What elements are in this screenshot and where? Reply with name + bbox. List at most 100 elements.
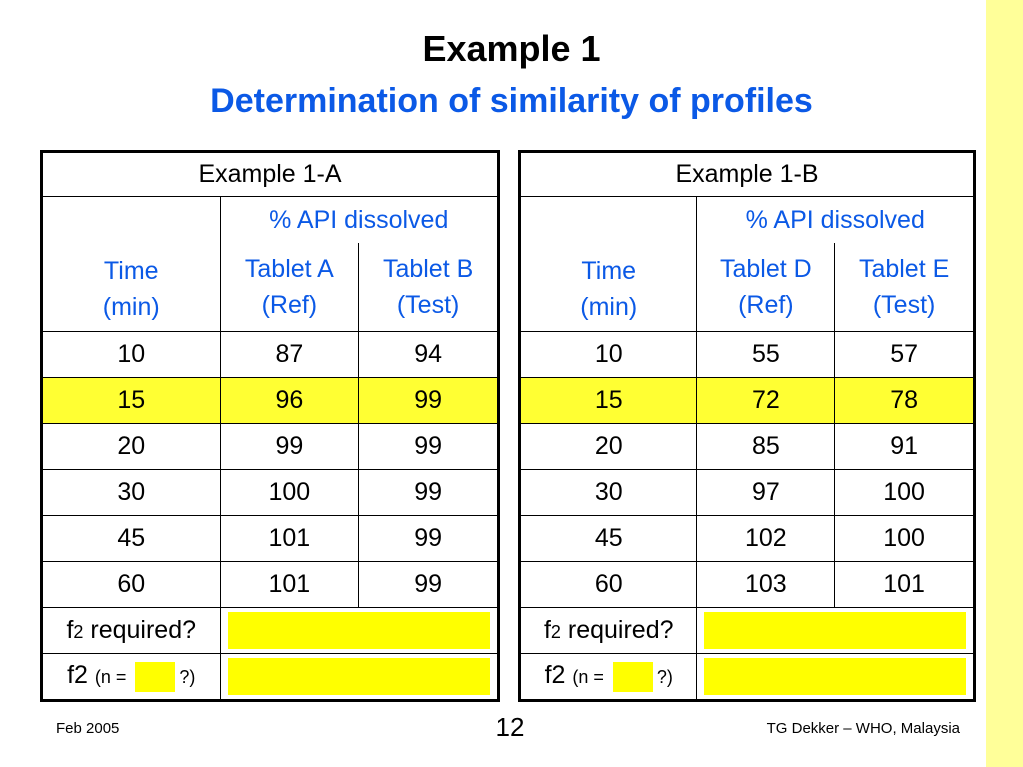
time-cell: 30 xyxy=(518,469,698,516)
n-open-text: (n = xyxy=(572,667,609,688)
time-cell: 20 xyxy=(518,423,698,470)
test-cell: 94 xyxy=(358,331,499,378)
answer-blank xyxy=(704,612,967,649)
f2-symbol: f xyxy=(543,616,551,644)
table-row: 15 72 78 xyxy=(518,377,975,424)
time-label: Time xyxy=(103,257,159,285)
n-blank xyxy=(135,661,176,692)
time-unit: (min) xyxy=(580,293,638,321)
ref-cell: 87 xyxy=(219,331,360,378)
f2-required-label: f2 required? xyxy=(518,607,698,654)
f2-value-label: f2 (n = ?) xyxy=(41,653,221,701)
f2-value-answer xyxy=(219,653,499,701)
ref-cell: 102 xyxy=(696,515,836,562)
page-number: 12 xyxy=(495,712,525,742)
ref-cell: 72 xyxy=(696,377,836,424)
table-example-1a: Example 1-A Time (min) % API dissolved T… xyxy=(40,150,500,702)
f2-required-row: f2 required? xyxy=(41,607,499,654)
ref-cell: 96 xyxy=(219,377,360,424)
f2-value-row: f2 (n = ?) xyxy=(41,653,499,701)
ref-cell: 85 xyxy=(696,423,836,470)
required-text: required? xyxy=(560,616,674,644)
ref-sub: (Ref) xyxy=(261,291,318,320)
ref-cell: 101 xyxy=(219,561,360,608)
f2-subscript: 2 xyxy=(550,622,561,642)
f2-value-label: f2 (n = ?) xyxy=(518,653,698,701)
test-cell: 99 xyxy=(358,377,499,424)
f2-required-label: f2 required? xyxy=(41,607,221,654)
time-cell: 10 xyxy=(518,331,698,378)
f2-symbol: f xyxy=(544,661,552,690)
table-row: 60 103 101 xyxy=(518,561,975,608)
answer-blank xyxy=(227,612,490,649)
table-row: 10 87 94 xyxy=(41,331,499,378)
f2-subscript: 2 xyxy=(73,622,84,642)
table-row: 20 99 99 xyxy=(41,423,499,470)
table-header: Example 1-A xyxy=(41,151,499,197)
answer-blank xyxy=(704,658,967,695)
table-row: 15 96 99 xyxy=(41,377,499,424)
test-header: Tablet E (Test) xyxy=(834,243,975,333)
f2-required-answer xyxy=(219,607,499,654)
f2-subscript: 2 xyxy=(551,661,566,690)
f2-subscript: 2 xyxy=(74,661,88,690)
footer-date: Feb 2005 xyxy=(56,720,120,737)
table-example-1b: Example 1-B Time (min) % API dissolved T… xyxy=(518,150,976,702)
time-cell: 15 xyxy=(41,377,221,424)
f2-symbol: f xyxy=(67,661,75,690)
time-cell: 20 xyxy=(41,423,221,470)
time-cell: 60 xyxy=(518,561,698,608)
ref-header: Tablet D (Ref) xyxy=(696,243,836,333)
table-header: Example 1-B xyxy=(519,151,975,197)
time-cell: 15 xyxy=(518,377,698,424)
test-cell: 78 xyxy=(834,377,975,424)
test-label: Tablet E xyxy=(858,255,950,284)
slide-title: Example 1 xyxy=(422,28,601,69)
test-sub: (Test) xyxy=(872,291,936,320)
table-row: 45 101 99 xyxy=(41,515,499,562)
test-cell: 100 xyxy=(834,469,975,516)
n-close-text: ?) xyxy=(656,667,673,688)
time-cell: 45 xyxy=(41,515,221,562)
test-sub: (Test) xyxy=(396,291,460,320)
time-cell: 45 xyxy=(518,515,698,562)
time-cell: 30 xyxy=(41,469,221,516)
ref-sub: (Ref) xyxy=(738,291,794,320)
n-open-text: (n = xyxy=(94,667,132,688)
footer-credit: TG Dekker – WHO, Malaysia xyxy=(766,720,960,737)
decorative-strip xyxy=(986,0,1023,767)
ref-cell: 97 xyxy=(696,469,836,516)
test-cell: 101 xyxy=(834,561,975,608)
ref-label: Tablet D xyxy=(720,255,812,284)
test-cell: 99 xyxy=(358,561,499,608)
n-close-text: ?) xyxy=(179,667,196,688)
table-row: 60 101 99 xyxy=(41,561,499,608)
test-cell: 91 xyxy=(834,423,975,470)
f2-symbol: f xyxy=(66,616,74,644)
table-row: 30 100 99 xyxy=(41,469,499,516)
n-blank xyxy=(612,661,653,692)
time-header: Time (min) xyxy=(41,196,221,332)
f2-value-answer xyxy=(696,653,975,701)
time-header: Time (min) xyxy=(518,196,698,332)
answer-blank xyxy=(227,658,490,695)
f2-required-row: f2 required? xyxy=(518,607,975,654)
test-cell: 57 xyxy=(834,331,975,378)
table-row: 10 55 57 xyxy=(518,331,975,378)
api-dissolved-header: % API dissolved xyxy=(219,196,499,244)
ref-header: Tablet A (Ref) xyxy=(219,243,360,333)
test-label: Tablet B xyxy=(382,255,474,284)
ref-cell: 99 xyxy=(219,423,360,470)
time-cell: 10 xyxy=(41,331,221,378)
api-dissolved-header: % API dissolved xyxy=(696,196,975,244)
test-cell: 99 xyxy=(358,469,499,516)
slide-subtitle: Determination of similarity of profiles xyxy=(210,82,813,120)
f2-required-answer xyxy=(696,607,975,654)
f2-value-row: f2 (n = ?) xyxy=(518,653,975,701)
table-row: 45 102 100 xyxy=(518,515,975,562)
time-cell: 60 xyxy=(41,561,221,608)
table-row: 30 97 100 xyxy=(518,469,975,516)
test-cell: 99 xyxy=(358,423,499,470)
ref-cell: 101 xyxy=(219,515,360,562)
ref-cell: 55 xyxy=(696,331,836,378)
